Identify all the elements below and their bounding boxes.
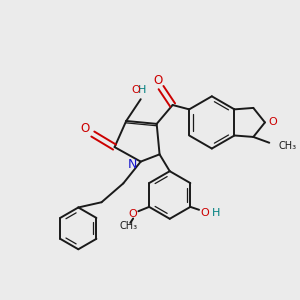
Text: O: O (131, 85, 140, 95)
Text: O: O (200, 208, 209, 218)
Text: O: O (80, 122, 89, 135)
Text: CH₃: CH₃ (120, 221, 138, 231)
Text: H: H (138, 85, 146, 95)
Text: CH₃: CH₃ (279, 141, 297, 151)
Text: H: H (212, 208, 221, 218)
Text: O: O (153, 74, 162, 87)
Text: O: O (129, 209, 137, 219)
Text: N: N (127, 158, 137, 171)
Text: O: O (269, 117, 278, 128)
